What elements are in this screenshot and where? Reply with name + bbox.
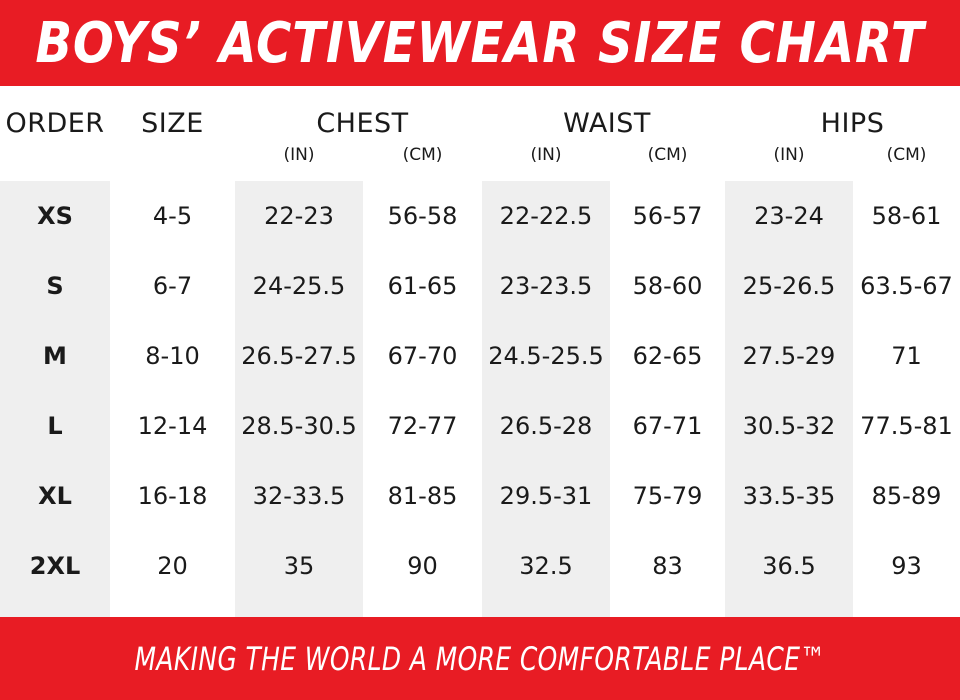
header-hips: HIPS [820,107,885,139]
order-cell: S [46,272,64,300]
header-chest: CHEST [316,107,409,139]
chart-title: BOYS’ ACTIVEWEAR SIZE CHART [35,10,925,76]
size-cell: 12-14 [137,412,208,440]
chest-cm-cell: 67-70 [387,342,458,370]
order-cell: M [43,342,67,370]
waist-cm-cell: 67-71 [632,412,703,440]
chest-in-cell: 26.5-27.5 [241,342,357,370]
size-cell: 20 [157,552,188,580]
chest-in-cell: 22-23 [264,202,334,230]
order-cell: 2XL [29,552,81,580]
waist-cm-cell: 58-60 [632,272,703,300]
chest-cm-cell: 81-85 [387,482,458,510]
waist-cm-cell: 56-57 [632,202,703,230]
size-cell: 4-5 [152,202,193,230]
header-size: SIZE [141,107,204,139]
hips-in-cell: 30.5-32 [742,412,836,440]
hips-in-cell: 23-24 [754,202,824,230]
waist-cm-cell: 75-79 [632,482,703,510]
header-chest-cm: (CM) [402,145,443,165]
order-cell: L [47,412,63,440]
waist-in-cell: 23-23.5 [499,272,593,300]
chest-cm-cell: 90 [407,552,438,580]
header-hips-in: (IN) [773,145,805,165]
size-cell: 16-18 [137,482,208,510]
header-order: ORDER [5,107,105,139]
size-cell: 8-10 [145,342,200,370]
header-chest-in: (IN) [283,145,315,165]
order-cell: XL [38,482,72,510]
order-cell: XS [37,202,73,230]
tagline-banner: MAKING THE WORLD A MORE COMFORTABLE PLAC… [0,617,960,700]
waist-cm-cell: 83 [652,552,683,580]
header-waist-cm: (CM) [647,145,688,165]
waist-in-cell: 24.5-25.5 [488,342,604,370]
hips-in-cell: 36.5 [762,552,816,580]
chest-cm-cell: 56-58 [387,202,458,230]
waist-in-column-shade [482,181,610,617]
chest-in-cell: 24-25.5 [252,272,346,300]
chest-in-cell: 28.5-30.5 [241,412,357,440]
hips-in-cell: 25-26.5 [742,272,836,300]
waist-cm-cell: 62-65 [632,342,703,370]
chest-in-column-shade [235,181,363,617]
hips-cm-cell: 58-61 [871,202,942,230]
chest-cm-cell: 72-77 [387,412,458,440]
header-hips-cm: (CM) [886,145,927,165]
order-column-shade [0,181,110,617]
title-banner: BOYS’ ACTIVEWEAR SIZE CHART [0,0,960,86]
size-cell: 6-7 [152,272,193,300]
waist-in-cell: 26.5-28 [499,412,593,440]
hips-cm-cell: 93 [891,552,922,580]
hips-in-cell: 27.5-29 [742,342,836,370]
hips-cm-cell: 71 [891,342,922,370]
waist-in-cell: 32.5 [519,552,573,580]
tagline: MAKING THE WORLD A MORE COMFORTABLE PLAC… [134,639,826,678]
waist-in-cell: 29.5-31 [499,482,593,510]
chest-in-cell: 35 [283,552,315,580]
chest-cm-cell: 61-65 [387,272,458,300]
hips-cm-cell: 77.5-81 [860,412,953,440]
hips-cm-cell: 63.5-67 [860,272,953,300]
waist-in-cell: 22-22.5 [499,202,593,230]
hips-in-cell: 33.5-35 [742,482,836,510]
hips-in-column-shade [725,181,853,617]
header-waist-in: (IN) [530,145,562,165]
header-waist: WAIST [563,107,651,139]
chest-in-cell: 32-33.5 [252,482,346,510]
hips-cm-cell: 85-89 [871,482,942,510]
